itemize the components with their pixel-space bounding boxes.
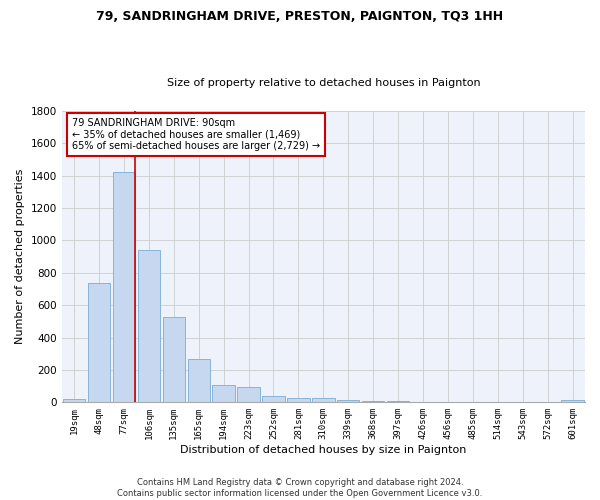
X-axis label: Distribution of detached houses by size in Paignton: Distribution of detached houses by size …: [180, 445, 467, 455]
Y-axis label: Number of detached properties: Number of detached properties: [15, 169, 25, 344]
Bar: [312, 398, 335, 402]
Text: 79 SANDRINGHAM DRIVE: 90sqm
← 35% of detached houses are smaller (1,469)
65% of : 79 SANDRINGHAM DRIVE: 90sqm ← 35% of det…: [72, 118, 320, 152]
Bar: [63, 399, 85, 402]
Bar: [88, 282, 110, 403]
Bar: [362, 401, 385, 402]
Bar: [163, 316, 185, 402]
Bar: [212, 386, 235, 402]
Bar: [387, 401, 409, 402]
Bar: [188, 360, 210, 403]
Text: 79, SANDRINGHAM DRIVE, PRESTON, PAIGNTON, TQ3 1HH: 79, SANDRINGHAM DRIVE, PRESTON, PAIGNTON…: [97, 10, 503, 23]
Bar: [238, 388, 260, 402]
Title: Size of property relative to detached houses in Paignton: Size of property relative to detached ho…: [167, 78, 480, 88]
Text: Contains HM Land Registry data © Crown copyright and database right 2024.
Contai: Contains HM Land Registry data © Crown c…: [118, 478, 482, 498]
Bar: [113, 172, 135, 402]
Bar: [137, 250, 160, 402]
Bar: [562, 400, 584, 402]
Bar: [287, 398, 310, 402]
Bar: [262, 396, 285, 402]
Bar: [337, 400, 359, 402]
